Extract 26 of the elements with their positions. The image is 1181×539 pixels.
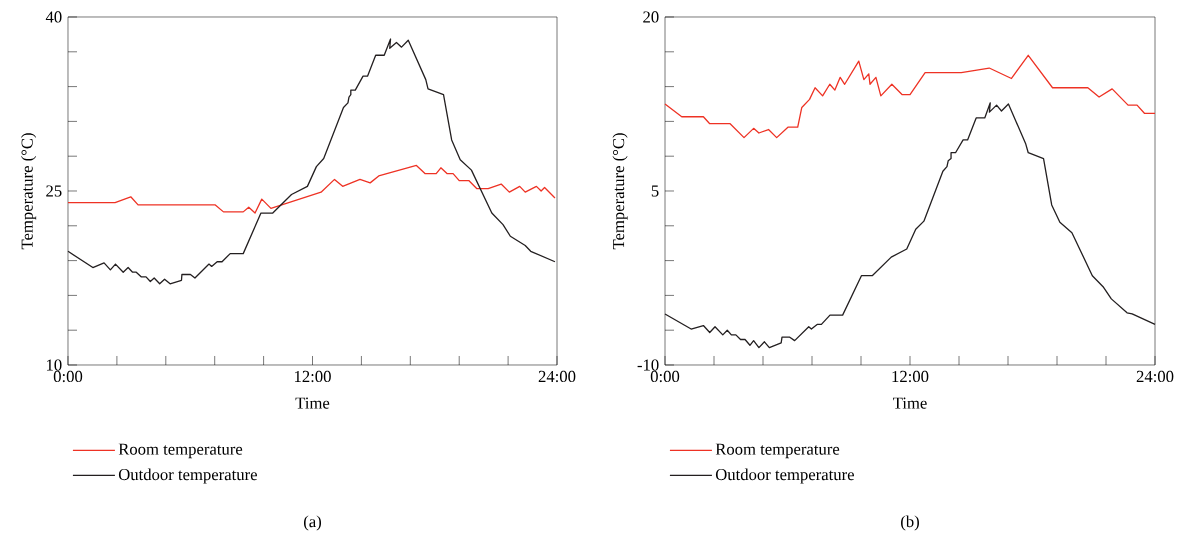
y-tick-label: -10 — [637, 359, 659, 371]
legend-label: Room temperature — [118, 443, 243, 459]
y-tick-label: 40 — [45, 11, 62, 23]
legend-label: Outdoor temperature — [715, 468, 854, 484]
x-tick-label: 12:00 — [892, 370, 929, 383]
y-axis-title: Temperature (°C) — [21, 133, 37, 250]
x-tick-label: 0:00 — [650, 370, 680, 383]
text: (a) — [303, 515, 322, 531]
legend-label: Outdoor temperature — [118, 468, 257, 484]
text: (b) — [901, 515, 919, 531]
y-tick-label: 25 — [46, 185, 62, 197]
y-axis-title: Temperature (°C) — [612, 133, 628, 250]
y-tick-label: 5 — [651, 185, 659, 197]
line-series — [664, 102, 1156, 349]
line-series — [67, 38, 556, 285]
x-axis-title: Time — [295, 397, 330, 409]
legend-label: Room temperature — [715, 443, 840, 459]
y-tick-label: 10 — [46, 359, 62, 371]
y-tick-label: 20 — [643, 11, 659, 23]
line-series — [67, 164, 556, 214]
x-tick-label: 24:00 — [538, 370, 576, 383]
x-tick-label: 0:00 — [53, 370, 83, 383]
x-tick-label: 24:00 — [1136, 370, 1174, 383]
x-axis-title: Time — [893, 397, 927, 409]
x-tick-label: 12:00 — [294, 370, 331, 383]
line-series — [664, 54, 1156, 139]
